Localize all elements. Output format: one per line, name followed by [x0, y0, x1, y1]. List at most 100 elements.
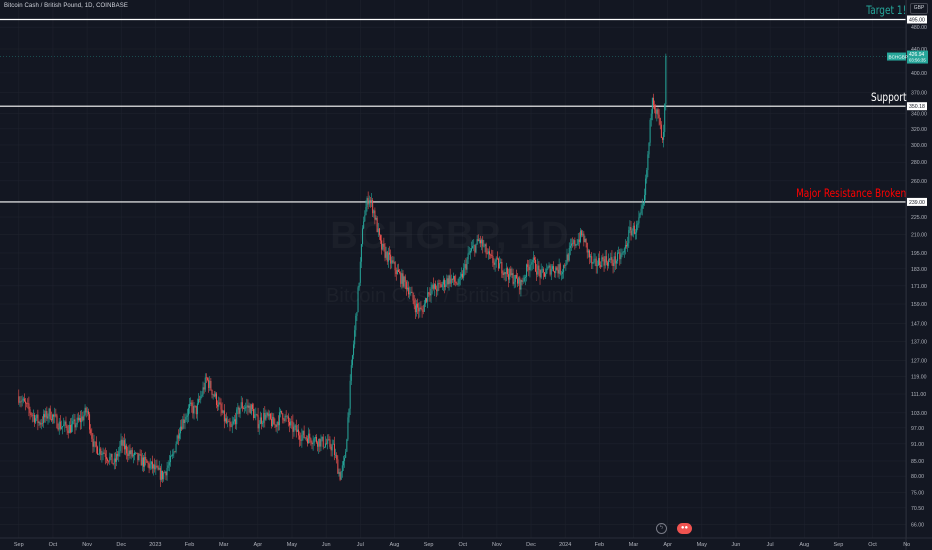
- candle-body: [582, 233, 584, 236]
- candle-body: [368, 200, 370, 205]
- candle-body: [246, 405, 248, 407]
- candle-body: [72, 421, 74, 425]
- y-tick-label: 159.00: [911, 302, 927, 308]
- y-tick-label: 85.00: [911, 459, 924, 465]
- candle-body: [478, 240, 480, 242]
- candle-body: [65, 421, 67, 427]
- candle-body: [110, 453, 112, 457]
- candle-body: [362, 228, 364, 245]
- candle-body: [211, 389, 213, 395]
- candle-body: [268, 413, 270, 417]
- candle-body: [242, 408, 244, 410]
- candle-body: [603, 259, 605, 266]
- x-tick-label: Dec: [116, 542, 126, 548]
- candle-body: [271, 418, 273, 426]
- candle-body: [533, 257, 535, 260]
- candle-body: [244, 408, 246, 409]
- candle-body: [613, 256, 615, 266]
- candle-body: [66, 426, 68, 431]
- chart-symbol-title[interactable]: Bitcoin Cash / British Pound, 1D, COINBA…: [4, 3, 128, 9]
- candle-body: [449, 275, 451, 284]
- candle-body: [373, 210, 375, 214]
- candle-body: [103, 452, 105, 454]
- candle-body: [189, 404, 191, 408]
- candle-body: [169, 455, 171, 463]
- price-axis[interactable]: 495.00 480.00 440.00 400.00 370.00 340.00 320.…: [905, 0, 927, 550]
- candle-body: [209, 380, 211, 388]
- candle-body: [198, 399, 200, 404]
- candle-body: [521, 280, 523, 282]
- candle-body: [506, 268, 508, 275]
- candle-body: [656, 109, 658, 114]
- time-axis[interactable]: Sep Oct Nov Dec 2023 Feb Mar Apr May Jun Jul Aug Sep…: [0, 537, 932, 548]
- candle-body: [608, 259, 610, 266]
- candle-body: [558, 264, 560, 274]
- candle-body: [208, 379, 210, 388]
- candle-body: [149, 464, 151, 469]
- candle-body: [548, 265, 550, 267]
- lightning-icon[interactable]: ϟ: [656, 523, 667, 534]
- candle-body: [45, 411, 47, 418]
- candle-body: [429, 293, 431, 296]
- currency-label[interactable]: GBP: [910, 3, 928, 14]
- candle-body: [420, 307, 422, 309]
- candle-body: [291, 421, 293, 423]
- candle-body: [287, 416, 289, 423]
- events-icon[interactable]: ●●: [677, 523, 692, 534]
- candle-body: [322, 436, 324, 447]
- candle-body: [300, 439, 302, 441]
- candle-body: [344, 457, 346, 461]
- resistance-annotation[interactable]: Major Resistance Broken: [795, 186, 906, 200]
- candle-body: [481, 239, 483, 244]
- candle-body: [308, 433, 310, 444]
- candle-body: [219, 402, 221, 404]
- candle-body: [505, 268, 507, 275]
- candle-body: [335, 454, 337, 456]
- candle-body: [587, 250, 589, 253]
- candle-body: [451, 278, 453, 280]
- support-annotation[interactable]: Support: [870, 90, 906, 104]
- candle-body: [174, 451, 176, 453]
- candle-body: [148, 463, 150, 469]
- candle-body: [133, 452, 135, 456]
- candle-body: [151, 461, 153, 469]
- x-tick-label: Aug: [390, 542, 400, 548]
- candle-body: [341, 465, 343, 472]
- candle-body: [328, 439, 330, 440]
- candle-body: [661, 137, 663, 140]
- candle-body: [519, 277, 521, 290]
- candle-body: [154, 464, 156, 470]
- candle-body: [59, 421, 61, 429]
- candle-body: [332, 443, 334, 445]
- candle-body: [323, 446, 325, 448]
- candle-body: [42, 414, 44, 424]
- candle-body: [342, 460, 344, 466]
- y-tick-label: 103.00: [911, 411, 927, 417]
- candle-body: [35, 418, 37, 423]
- candle-body: [626, 245, 628, 247]
- candle-body: [381, 240, 383, 250]
- candle-body: [665, 55, 667, 105]
- candle-body: [102, 452, 104, 455]
- candle-body: [104, 453, 106, 457]
- candle-body: [532, 257, 534, 263]
- candle-body: [619, 252, 621, 260]
- x-tick-label: Sep: [424, 542, 434, 548]
- x-tick-label: Feb: [595, 542, 604, 548]
- candle-body: [330, 446, 332, 451]
- candle-body: [494, 261, 496, 265]
- candle-body: [473, 245, 475, 246]
- candle-body: [354, 330, 356, 345]
- y-tick-label: 280.00: [911, 160, 927, 166]
- candle-body: [226, 418, 228, 423]
- candle-body: [384, 246, 386, 258]
- candle-body: [591, 256, 593, 264]
- candle-body: [569, 245, 571, 248]
- target-annotation[interactable]: Target 1!: [866, 3, 906, 17]
- candle-body: [531, 262, 533, 265]
- candle-body: [438, 283, 440, 284]
- candle-body: [556, 267, 558, 270]
- resistance-price-badge: [907, 197, 927, 206]
